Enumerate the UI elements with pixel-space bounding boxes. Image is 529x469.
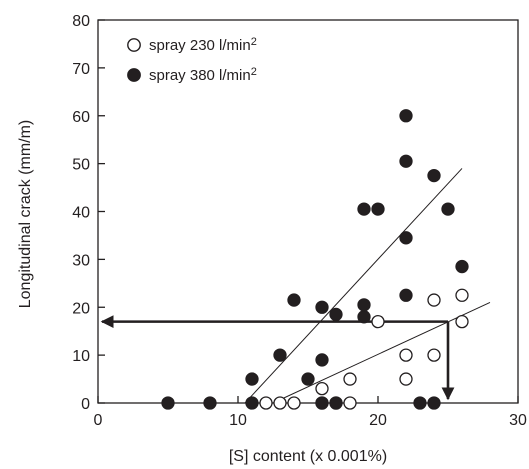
data-point-filled bbox=[413, 396, 427, 410]
trend-line bbox=[244, 168, 463, 404]
y-tick-label: 40 bbox=[72, 205, 90, 222]
legend-label-superscript: 2 bbox=[251, 66, 257, 78]
data-point-filled bbox=[371, 202, 385, 216]
data-point-open bbox=[427, 293, 441, 307]
trend-lines bbox=[244, 168, 491, 404]
data-point-filled bbox=[357, 298, 371, 312]
y-tick-label: 20 bbox=[72, 300, 90, 317]
data-point-filled bbox=[203, 396, 217, 410]
data-point-filled bbox=[315, 396, 329, 410]
data-point-filled bbox=[315, 353, 329, 367]
data-point-filled bbox=[427, 396, 441, 410]
axis-ticks: 0 10 20 30 40 50 60 70 80 0 10 20 30 bbox=[72, 13, 527, 429]
data-point-filled bbox=[399, 154, 413, 168]
y-axis-title: Longitudinal crack (mm/m) bbox=[17, 120, 34, 309]
y-tick-label: 50 bbox=[72, 157, 90, 174]
data-point-filled bbox=[441, 202, 455, 216]
y-tick-label: 70 bbox=[72, 61, 90, 78]
data-point-filled bbox=[315, 300, 329, 314]
data-point-filled bbox=[245, 396, 259, 410]
legend-marker-filled bbox=[127, 68, 141, 82]
reading-arrows bbox=[100, 315, 455, 401]
data-point-filled bbox=[329, 307, 343, 322]
x-axis-title: [S] content (x 0.001%) bbox=[229, 448, 387, 465]
data-point-filled bbox=[427, 168, 441, 183]
data-point-open bbox=[259, 396, 273, 410]
legend: spray 230 l/min2 spray 380 l/min2 bbox=[127, 36, 257, 84]
x-tick-label: 20 bbox=[369, 412, 387, 429]
legend-label-text: spray 230 l/min bbox=[149, 37, 251, 54]
y-tick-label: 30 bbox=[72, 252, 90, 269]
data-point-filled bbox=[399, 231, 413, 245]
data-point-filled bbox=[273, 348, 287, 362]
legend-label-spray-380: spray 380 l/min2 bbox=[149, 66, 257, 84]
trend-line bbox=[272, 302, 491, 404]
legend-label-superscript: 2 bbox=[251, 36, 257, 48]
x-tick-label: 30 bbox=[509, 412, 527, 429]
legend-label-spray-230: spray 230 l/min2 bbox=[149, 36, 257, 54]
data-points bbox=[161, 109, 469, 410]
data-point-filled bbox=[301, 372, 315, 386]
data-point-filled bbox=[357, 202, 371, 216]
y-tick-label: 10 bbox=[72, 348, 90, 365]
legend-marker-open bbox=[127, 38, 141, 52]
y-tick-label: 60 bbox=[72, 109, 90, 126]
data-point-open bbox=[399, 348, 413, 362]
data-point-open bbox=[343, 372, 357, 386]
data-point-open bbox=[455, 314, 469, 329]
data-point-open bbox=[455, 288, 469, 302]
data-point-open bbox=[399, 372, 413, 386]
data-point-open bbox=[343, 396, 357, 410]
data-point-open bbox=[287, 396, 301, 410]
data-point-open bbox=[371, 314, 385, 329]
data-point-filled bbox=[357, 310, 371, 324]
data-point-open bbox=[315, 381, 329, 396]
data-point-filled bbox=[455, 259, 469, 274]
data-point-open bbox=[273, 396, 287, 410]
data-point-filled bbox=[399, 288, 413, 302]
data-point-open bbox=[427, 348, 441, 362]
data-point-filled bbox=[245, 372, 259, 386]
data-point-filled bbox=[161, 396, 175, 410]
data-point-filled bbox=[287, 293, 301, 307]
data-point-filled bbox=[329, 396, 343, 410]
x-tick-label: 0 bbox=[94, 412, 103, 429]
x-tick-label: 10 bbox=[229, 412, 247, 429]
y-tick-label: 80 bbox=[72, 13, 90, 30]
y-tick-label: 0 bbox=[81, 396, 90, 413]
data-point-filled bbox=[399, 109, 413, 123]
legend-label-text: spray 380 l/min bbox=[149, 67, 251, 84]
